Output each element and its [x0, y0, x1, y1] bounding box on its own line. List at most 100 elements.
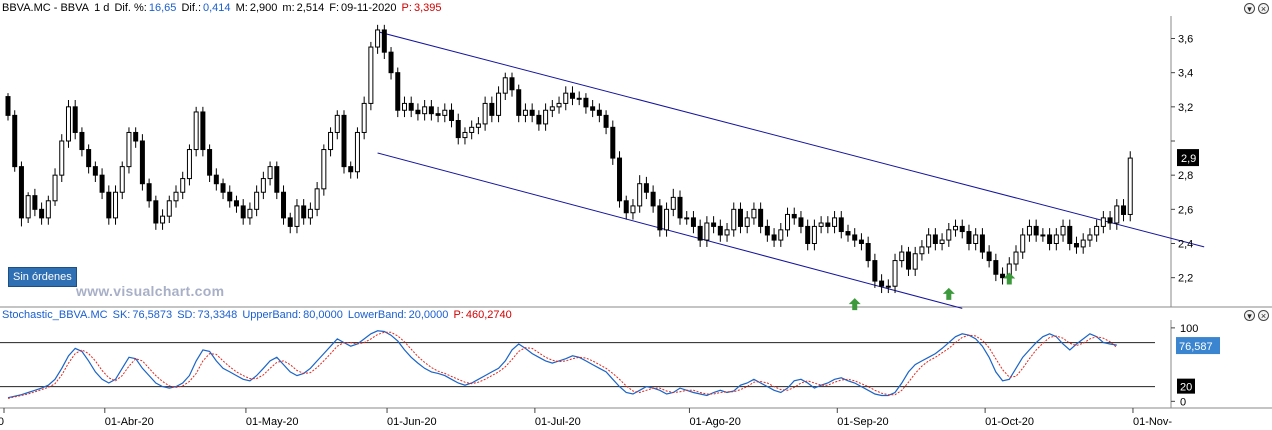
- watermark-text: www.visualchart.com: [76, 283, 225, 299]
- candle-down: [717, 225, 723, 236]
- candle-up: [502, 77, 508, 94]
- candle-up: [314, 188, 320, 210]
- candle-up: [52, 174, 58, 202]
- candle-down: [233, 200, 239, 207]
- date-tick-label: 20: [0, 416, 4, 428]
- candle-up: [126, 131, 132, 168]
- sd-value: 73,3348: [197, 309, 238, 321]
- max-value: 2,900: [249, 2, 278, 14]
- candle-down: [207, 149, 213, 176]
- candle-down: [966, 231, 972, 245]
- main-menu-button[interactable]: ▾: [1244, 3, 1255, 14]
- osc-menu-button[interactable]: ▾: [1244, 310, 1255, 321]
- candle-up: [637, 183, 643, 207]
- date-tick-label: 01-May-20: [246, 416, 299, 428]
- candle-up: [630, 205, 636, 214]
- candle-down: [516, 89, 522, 116]
- candle-down: [690, 217, 696, 227]
- price-tick-label: 3,2: [1178, 102, 1193, 114]
- candle-up: [1127, 157, 1133, 215]
- candle-up: [113, 191, 119, 219]
- osc-tick-label: 100: [1180, 323, 1198, 335]
- candle-down: [12, 114, 18, 168]
- candle-up: [462, 131, 468, 139]
- candle-down: [623, 200, 629, 214]
- osc-name: Stochastic_BBVA.MC: [2, 309, 108, 321]
- p-label: P:: [401, 2, 412, 14]
- candle-up: [375, 29, 381, 48]
- candle-down: [798, 217, 804, 227]
- candle-up: [247, 208, 253, 219]
- candle-up: [267, 166, 273, 180]
- upper-band-label: UpperBand:: [242, 309, 302, 321]
- candle-up: [361, 102, 367, 133]
- candle-up: [496, 92, 502, 116]
- oscillator-header: Stochastic_BBVA.MC SK: 76,5873 SD: 73,3348…: [2, 309, 514, 321]
- candle-down: [872, 260, 878, 282]
- candle-up: [1013, 251, 1019, 265]
- candle-down: [569, 92, 575, 99]
- candle-up: [684, 217, 690, 220]
- candle-down: [986, 251, 992, 262]
- date-tick-label: 01-Oct-20: [985, 416, 1034, 428]
- candle-up: [926, 234, 932, 248]
- last-price-label: 2,9: [1181, 153, 1196, 165]
- candle-down: [852, 234, 858, 241]
- date-label: F:: [329, 2, 340, 14]
- candle-up: [442, 109, 448, 116]
- candle-up: [919, 246, 925, 255]
- candle-up: [1040, 234, 1046, 237]
- candle-up: [401, 102, 407, 111]
- stochastic-sk-line: [7, 330, 1117, 399]
- candle-down: [865, 243, 871, 262]
- candle-up: [173, 191, 179, 202]
- price-tick-label: 2,8: [1178, 170, 1193, 182]
- candle-down: [213, 174, 219, 185]
- candle-up: [778, 229, 784, 241]
- candle-up: [59, 140, 65, 176]
- date-tick-label: 01-Ago-20: [689, 416, 740, 428]
- lower-band-value: 20,0000: [408, 309, 449, 321]
- candle-up: [1020, 234, 1026, 253]
- candle-down: [408, 102, 414, 111]
- candle-up: [751, 208, 757, 219]
- candle-up: [744, 217, 750, 227]
- candle-up: [254, 191, 260, 210]
- candle-down: [39, 208, 45, 219]
- sin-ordenes-badge[interactable]: Sin órdenes: [8, 267, 77, 287]
- candle-down: [993, 260, 999, 275]
- last-price-badge: [1177, 149, 1199, 167]
- axes-layer: 2,2 2,4 2,6 2,8 3,2 3,4 3,6 2,9 100 0 20 76,587 20 01…: [0, 34, 1220, 428]
- candle-down: [845, 231, 851, 236]
- candle-up: [368, 46, 374, 104]
- candle-up: [912, 253, 918, 270]
- candle-down: [932, 234, 938, 244]
- candle-down: [220, 183, 226, 193]
- candle-down: [153, 200, 159, 224]
- date-tick-label: 01-Jul-20: [535, 416, 581, 428]
- osc-close-button[interactable]: ×: [1258, 310, 1269, 321]
- candle-down: [32, 195, 38, 210]
- main-close-button[interactable]: ×: [1258, 3, 1269, 14]
- candle-down: [92, 166, 98, 176]
- candle-down: [5, 96, 11, 116]
- candle-up: [953, 225, 959, 231]
- candle-up: [469, 126, 475, 133]
- candle-down: [18, 166, 24, 219]
- candle-up: [1100, 217, 1106, 227]
- channel-upper-line: [377, 31, 1205, 248]
- candle-up: [549, 106, 555, 111]
- candle-down: [838, 217, 844, 233]
- candle-up: [180, 178, 186, 193]
- period-label: 1 d: [94, 2, 110, 14]
- candle-up: [1080, 239, 1086, 248]
- candle-up: [973, 234, 979, 244]
- price-tick-label: 3,6: [1178, 34, 1193, 46]
- candle-down: [133, 131, 139, 142]
- candle-up: [321, 149, 327, 190]
- buy-signal-arrow: [848, 298, 861, 311]
- candle-down: [590, 106, 596, 111]
- candle-down: [388, 51, 394, 74]
- buy-signal-arrow: [942, 287, 955, 300]
- candle-down: [227, 191, 233, 202]
